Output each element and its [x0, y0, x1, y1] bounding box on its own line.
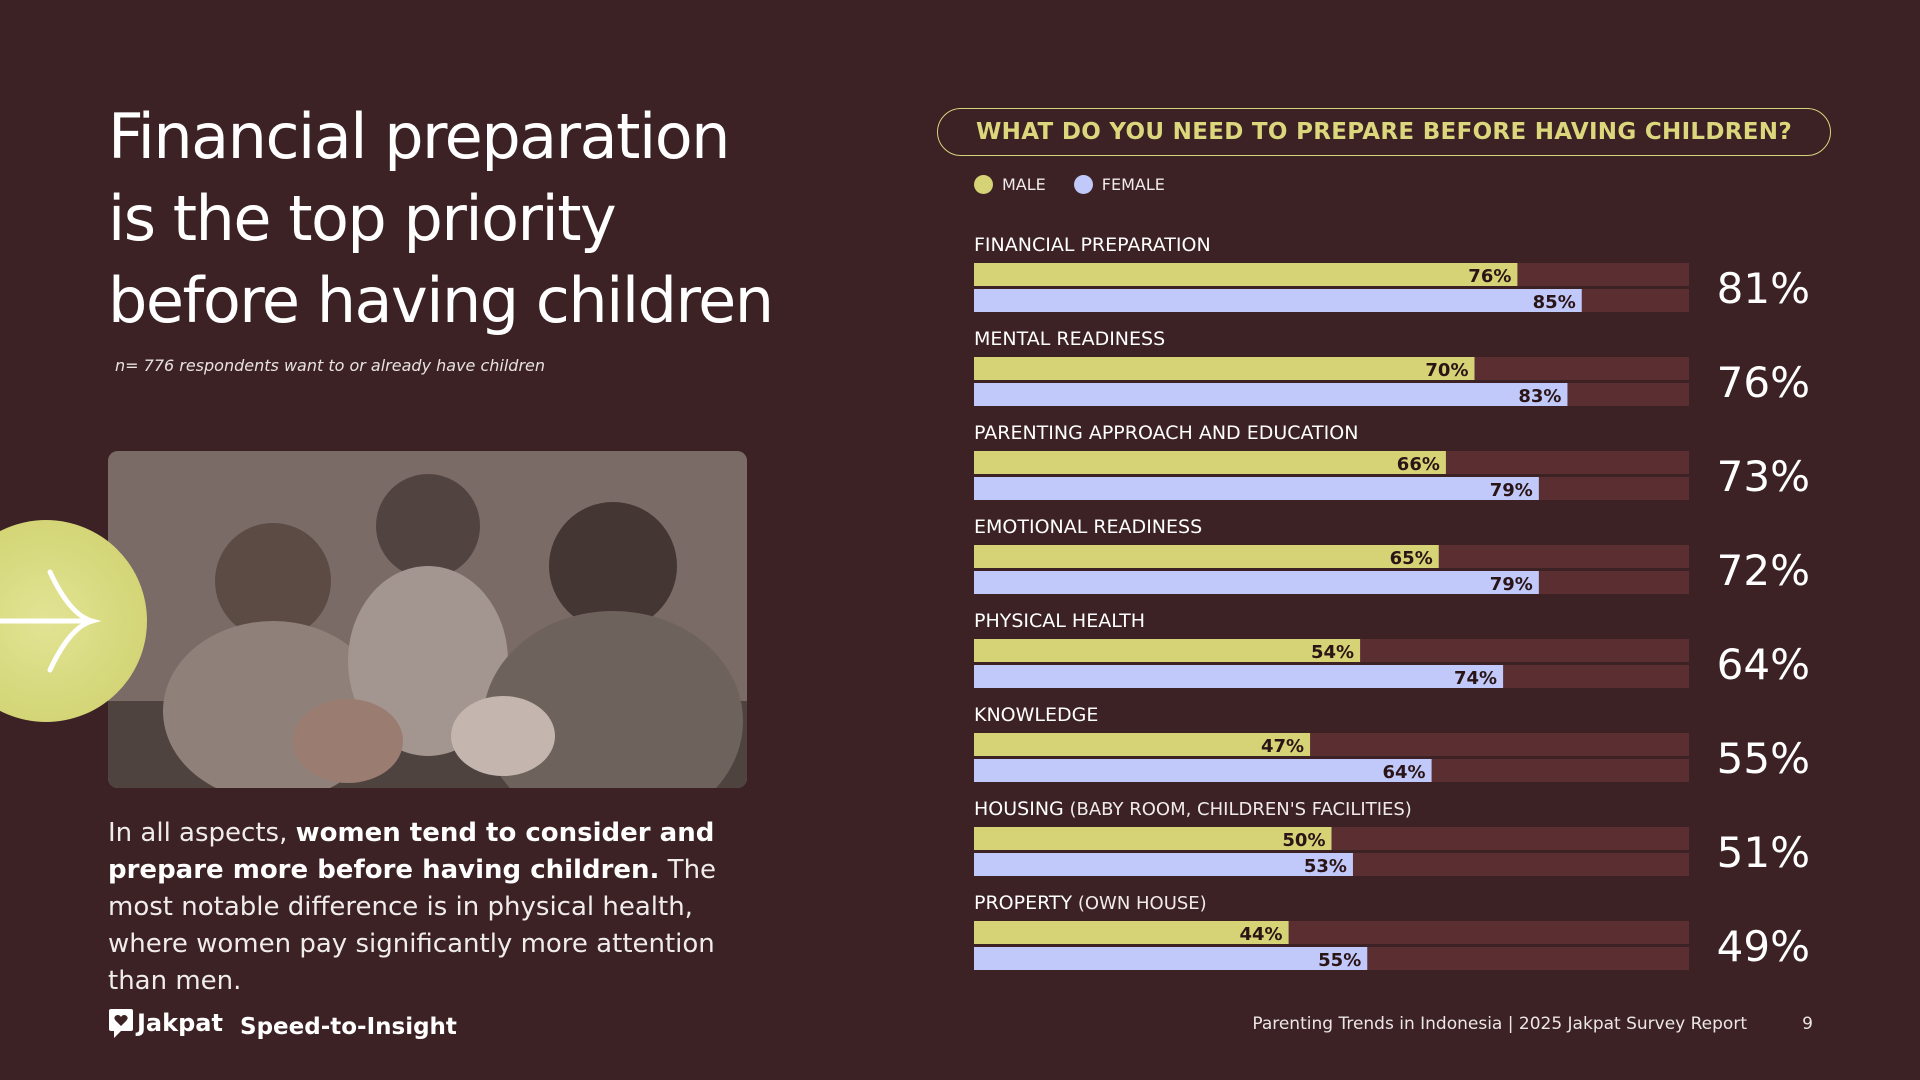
title-line: is the top priority	[108, 182, 617, 255]
total-percentage: 81%	[1717, 264, 1810, 313]
data-label-male: 47%	[1261, 736, 1304, 757]
page-number: 9	[1802, 1014, 1813, 1034]
summary-text-bold: women tend to consider and prepare more …	[108, 818, 715, 885]
total-percentage: 49%	[1717, 922, 1810, 971]
data-label-female: 74%	[1454, 668, 1497, 689]
category-qualifier: (BABY ROOM, CHILDREN'S FACILITIES)	[1064, 799, 1412, 820]
title-line: Financial preparation	[108, 100, 730, 173]
bar-female	[974, 289, 1582, 312]
summary-text-part1: In all aspects,	[108, 818, 296, 848]
bar-male	[974, 921, 1289, 944]
brand-tagline: Speed-to-Insight	[240, 1014, 457, 1040]
brand-logo: Jakpat	[108, 1007, 223, 1039]
data-label-female: 55%	[1318, 950, 1361, 971]
data-label-female: 79%	[1490, 480, 1533, 501]
brand-name: Jakpat	[137, 1009, 223, 1037]
chart-legend: MALE FEMALE	[974, 175, 1165, 194]
bar-female	[974, 853, 1353, 876]
total-percentage: 64%	[1717, 640, 1810, 689]
legend-label-female: FEMALE	[1101, 175, 1165, 194]
bar-male	[974, 263, 1518, 286]
summary-text: In all aspects, women tend to consider a…	[108, 815, 768, 1000]
legend-label-male: MALE	[1002, 175, 1046, 194]
bar-female	[974, 665, 1504, 688]
chart-title: WHAT DO YOU NEED TO PREPARE BEFORE HAVIN…	[937, 108, 1831, 156]
legend-item-male: MALE	[974, 175, 1046, 194]
bar-female	[974, 383, 1568, 406]
total-percentage: 55%	[1717, 734, 1810, 783]
bar-male	[974, 827, 1332, 850]
bar-male	[974, 733, 1311, 756]
data-label-female: 79%	[1490, 574, 1533, 595]
photo-illustration	[108, 451, 747, 788]
category-label: EMOTIONAL READINESS	[974, 516, 1202, 538]
bar-male	[974, 451, 1446, 474]
arrow-right-icon	[0, 520, 147, 722]
data-label-male: 54%	[1311, 642, 1354, 663]
bar-male	[974, 639, 1361, 662]
data-label-male: 70%	[1425, 360, 1468, 381]
data-label-male: 50%	[1282, 830, 1325, 851]
bar-male	[974, 545, 1439, 568]
legend-item-female: FEMALE	[1073, 175, 1165, 194]
total-percentage: 51%	[1717, 828, 1810, 877]
category-label: PARENTING APPROACH AND EDUCATION	[974, 422, 1358, 444]
data-label-female: 53%	[1304, 856, 1347, 877]
category-label: MENTAL READINESS	[974, 328, 1165, 350]
bar-female	[974, 477, 1539, 500]
data-label-male: 44%	[1240, 924, 1283, 945]
total-percentage: 73%	[1717, 452, 1810, 501]
category-label: FINANCIAL PREPARATION	[974, 234, 1211, 256]
bar-male	[974, 357, 1475, 380]
legend-swatch-male	[974, 175, 993, 194]
total-percentage: 72%	[1717, 546, 1810, 595]
report-title: Parenting Trends in Indonesia | 2025 Jak…	[1252, 1014, 1747, 1034]
arrow-right-glyph	[0, 569, 102, 673]
data-label-male: 66%	[1397, 454, 1440, 475]
total-percentage: 76%	[1717, 358, 1810, 407]
data-label-female: 85%	[1533, 292, 1576, 313]
summary-text-part2: The most notable difference is in physic…	[108, 855, 717, 996]
family-piggy-bank-photo	[108, 451, 747, 788]
category-label: PROPERTY (OWN HOUSE)	[974, 892, 1207, 914]
bar-female	[974, 571, 1539, 594]
title-line: before having children	[108, 264, 774, 337]
data-label-female: 64%	[1383, 762, 1426, 783]
category-label: PHYSICAL HEALTH	[974, 610, 1145, 632]
bar-female	[974, 759, 1432, 782]
bar-female	[974, 947, 1368, 970]
speech-heart-icon	[109, 1009, 133, 1038]
data-label-male: 76%	[1468, 266, 1511, 287]
page-title: Financial preparation is the top priorit…	[108, 96, 828, 342]
data-label-female: 83%	[1518, 386, 1561, 407]
legend-swatch-female	[1073, 175, 1093, 194]
sample-size-note: n= 776 respondents want to or already ha…	[115, 356, 546, 375]
data-label-male: 65%	[1390, 548, 1433, 569]
category-qualifier: (OWN HOUSE)	[1072, 893, 1207, 914]
category-label: HOUSING (BABY ROOM, CHILDREN'S FACILITIE…	[974, 798, 1412, 820]
category-label: KNOWLEDGE	[974, 704, 1098, 726]
